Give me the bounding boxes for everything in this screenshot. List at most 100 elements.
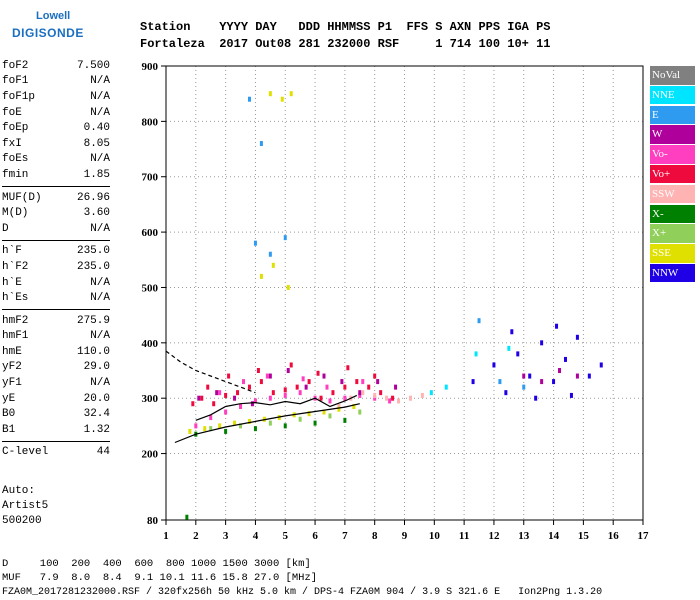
data-point	[367, 384, 371, 390]
param-label: D	[2, 222, 9, 235]
data-point	[343, 395, 347, 401]
data-point	[313, 420, 317, 426]
param-label: foF1	[2, 75, 29, 88]
param-row: foF1p N/A	[2, 89, 110, 105]
data-point	[379, 390, 383, 396]
data-point	[265, 373, 269, 379]
param-row: C-level 44	[2, 445, 110, 461]
data-point	[540, 379, 544, 385]
trace-curve	[195, 394, 358, 421]
param-value: N/A	[90, 106, 110, 119]
data-point	[239, 404, 243, 409]
y-tick-label: 500	[142, 282, 159, 294]
data-point	[253, 426, 257, 432]
param-value: 235.0	[76, 245, 110, 258]
data-point	[534, 395, 538, 401]
param-label: fmin	[2, 168, 29, 181]
footer-file-info: FZA0M_2017281232000.RSF / 320fx256h 50 k…	[2, 587, 603, 598]
data-point	[286, 284, 290, 290]
logo-line1: Lowell	[36, 10, 71, 22]
y-tick-label: 900	[142, 61, 159, 73]
data-point	[233, 420, 237, 426]
data-point	[283, 423, 287, 429]
data-point	[212, 401, 216, 407]
param-label: foF1p	[2, 90, 36, 103]
param-label: hmF2	[2, 314, 29, 327]
data-point	[268, 420, 272, 426]
data-point	[587, 373, 591, 379]
param-row: yF1 N/A	[2, 375, 110, 391]
legend-item: X-	[650, 204, 695, 224]
data-point	[391, 395, 395, 401]
data-point	[286, 368, 290, 374]
param-value: N/A	[90, 153, 110, 166]
data-point	[507, 345, 511, 351]
data-point	[563, 356, 567, 362]
data-point	[471, 379, 475, 385]
param-row: foF2 7.500	[2, 58, 110, 74]
data-point	[253, 398, 257, 404]
data-point	[259, 273, 263, 279]
legend-item: NNW	[650, 263, 695, 283]
param-row: M(D) 3.60	[2, 205, 110, 221]
param-label: C-level	[2, 446, 49, 459]
data-point	[283, 387, 287, 393]
param-value: N/A	[90, 292, 110, 305]
data-point	[477, 318, 481, 324]
data-point	[268, 395, 272, 401]
y-tick-label: 700	[142, 172, 159, 184]
data-point	[203, 426, 207, 432]
data-point	[516, 351, 520, 357]
param-row: yE 20.0	[2, 391, 110, 407]
data-point	[215, 390, 219, 396]
data-point	[385, 395, 389, 401]
data-point	[191, 401, 195, 407]
x-tick-label: 2	[193, 530, 199, 542]
param-value: 32.4	[83, 408, 110, 421]
data-point	[227, 373, 231, 379]
x-tick-label: 1	[163, 530, 169, 542]
data-point	[337, 406, 341, 412]
data-point	[247, 418, 251, 424]
footer-muf-line: MUF 7.9 8.0 8.4 9.1 10.1 11.6 15.8 27.0 …	[2, 572, 318, 584]
param-value: 1.85	[83, 168, 110, 181]
data-point	[206, 384, 210, 390]
legend: NoVal NNE E W Vo- Vo+ SSW X- X+ SSE NNW	[650, 66, 695, 284]
data-point	[429, 390, 433, 396]
data-point	[307, 411, 311, 417]
data-point	[346, 365, 350, 371]
data-point	[394, 384, 398, 390]
auto-version: 500200	[2, 515, 42, 527]
y-tick-label: 200	[142, 449, 159, 461]
data-point	[271, 262, 275, 268]
param-value: N/A	[90, 377, 110, 390]
x-tick-label: 9	[402, 530, 408, 542]
x-tick-label: 12	[488, 530, 500, 542]
footer-distance-line: D 100 200 400 600 800 1000 1500 3000 [km…	[2, 558, 311, 570]
data-point	[388, 398, 392, 404]
x-tick-label: 16	[608, 530, 620, 542]
data-point	[271, 390, 275, 396]
param-row: h`E N/A	[2, 275, 110, 291]
param-value: 26.96	[76, 191, 110, 204]
header-line2: Fortaleza 2017 Out08 281 232000 RSF 1 71…	[140, 37, 551, 51]
param-value: 3.60	[83, 207, 110, 220]
param-value: N/A	[90, 222, 110, 235]
param-label: yF1	[2, 377, 22, 390]
data-point	[575, 373, 579, 379]
data-point	[361, 379, 365, 385]
param-value: N/A	[90, 330, 110, 343]
legend-item: X+	[650, 224, 695, 243]
data-point	[373, 392, 377, 398]
param-value: N/A	[90, 276, 110, 289]
x-tick-label: 11	[459, 530, 469, 542]
data-point	[328, 413, 332, 419]
param-label: yE	[2, 392, 16, 405]
data-point	[358, 409, 362, 415]
param-row: hmE 110.0	[2, 344, 110, 360]
data-point	[569, 392, 573, 398]
param-row: h`F2 235.0	[2, 259, 110, 275]
x-tick-label: 5	[283, 530, 289, 542]
param-label: h`F2	[2, 260, 29, 273]
data-point	[224, 409, 228, 415]
